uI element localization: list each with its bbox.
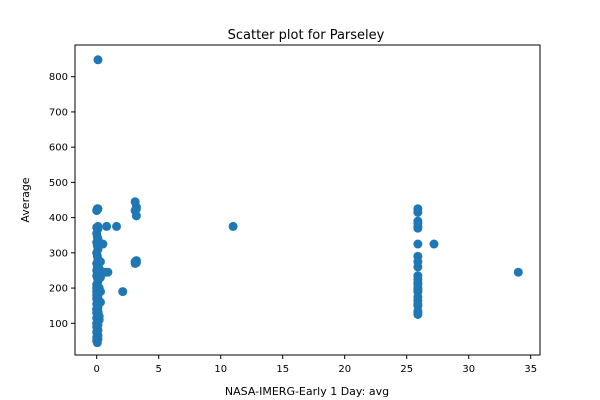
- data-point: [94, 311, 104, 321]
- y-tick-label: 500: [49, 178, 68, 189]
- x-tick-label: 25: [400, 364, 413, 375]
- data-point: [413, 285, 423, 295]
- y-tick-label: 400: [49, 213, 68, 224]
- x-tick-label: 10: [214, 364, 227, 375]
- y-axis-ticks: 100 200 300 400 500 600 700 800: [49, 72, 75, 330]
- data-point: [413, 262, 423, 272]
- data-point: [95, 297, 105, 307]
- data-point: [413, 309, 423, 319]
- x-tick-label: 0: [94, 364, 100, 375]
- x-tick-label: 5: [156, 364, 162, 375]
- data-point: [131, 211, 141, 221]
- y-tick-label: 300: [49, 248, 68, 259]
- data-point: [95, 287, 105, 297]
- data-point: [118, 287, 128, 297]
- y-tick-label: 600: [49, 143, 68, 154]
- y-tick-label: 700: [49, 107, 68, 118]
- x-tick-label: 15: [276, 364, 289, 375]
- y-tick-label: 100: [49, 319, 68, 330]
- data-point: [429, 239, 439, 249]
- y-tick-label: 800: [49, 72, 68, 83]
- x-axis-ticks: 0 5 10 15 20 25 30 35: [94, 355, 537, 375]
- x-axis-label: NASA-IMERG-Early 1 Day: avg: [225, 385, 389, 398]
- data-point: [103, 267, 113, 277]
- data-point: [92, 338, 102, 348]
- data-point: [102, 221, 112, 231]
- y-axis-label: Average: [19, 177, 32, 222]
- data-point: [413, 239, 423, 249]
- data-point: [93, 221, 103, 231]
- x-tick-label: 20: [338, 364, 351, 375]
- data-point: [228, 221, 238, 231]
- plot-frame: [74, 44, 541, 356]
- data-point: [413, 299, 423, 309]
- x-tick-label: 35: [524, 364, 537, 375]
- data-point: [413, 223, 423, 233]
- data-point: [131, 256, 141, 266]
- data-point: [413, 207, 423, 217]
- points-layer: [92, 55, 523, 348]
- data-point: [93, 204, 103, 214]
- chart-title: Scatter plot for Parseley: [228, 28, 385, 43]
- y-tick-label: 200: [49, 284, 68, 295]
- data-point: [93, 55, 103, 65]
- data-point: [98, 239, 108, 249]
- data-point: [112, 221, 122, 231]
- x-tick-label: 30: [462, 364, 475, 375]
- data-point: [513, 267, 523, 277]
